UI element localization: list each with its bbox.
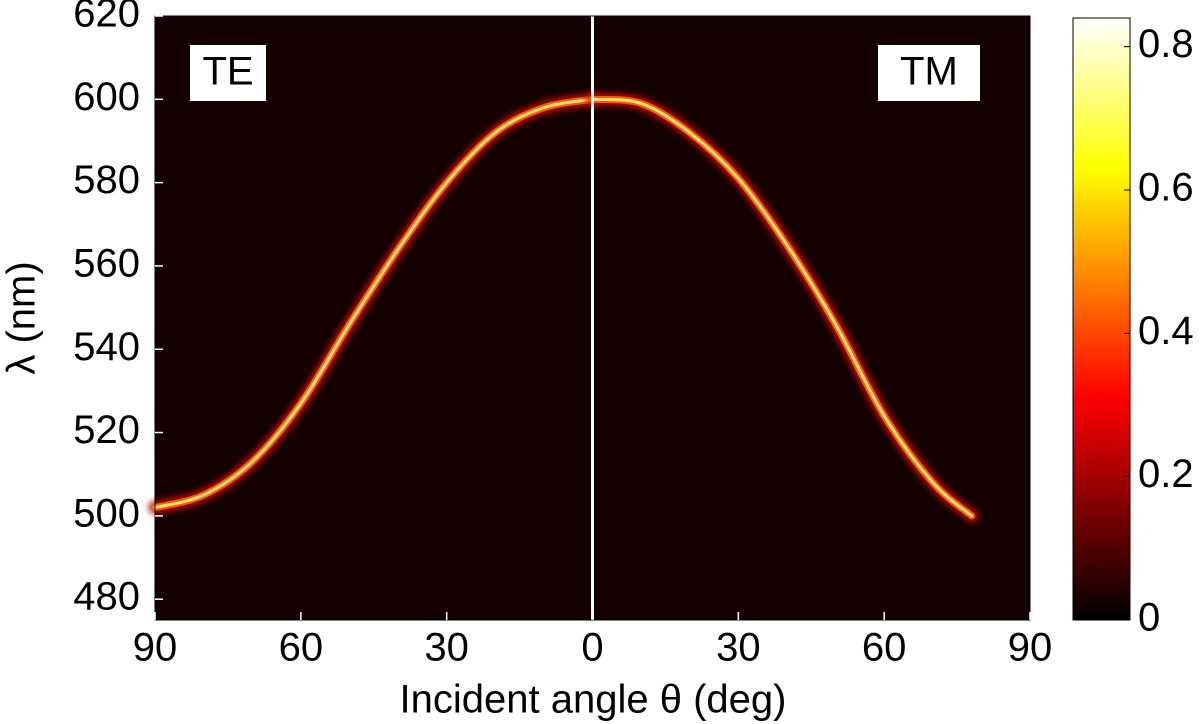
colorbar-tick-label: 0.4 bbox=[1138, 309, 1194, 353]
y-axis-label: λ (nm) bbox=[0, 261, 44, 374]
series-label: TE bbox=[202, 50, 253, 94]
colorbar-tick-label: 0 bbox=[1138, 596, 1160, 640]
x-tick-label: 90 bbox=[1008, 626, 1053, 670]
x-tick-label: 60 bbox=[279, 626, 324, 670]
x-tick-label: 30 bbox=[424, 626, 469, 670]
y-tick-label: 520 bbox=[73, 408, 140, 452]
y-tick-label: 540 bbox=[73, 325, 140, 369]
series-label-box bbox=[190, 45, 266, 101]
curve bbox=[153, 97, 594, 510]
x-axis-label: Incident angle θ (deg) bbox=[400, 678, 787, 722]
y-tick-label: 480 bbox=[73, 575, 140, 619]
series-label-box bbox=[878, 45, 980, 101]
x-tick-label: 30 bbox=[716, 626, 761, 670]
x-tick-label: 0 bbox=[581, 626, 603, 670]
x-tick-label: 60 bbox=[862, 626, 907, 670]
x-tick-label: 90 bbox=[133, 626, 178, 670]
y-tick-label: 580 bbox=[73, 158, 140, 202]
colorbar-tick-label: 0.8 bbox=[1138, 22, 1194, 66]
curve bbox=[591, 97, 974, 518]
y-tick-label: 600 bbox=[73, 75, 140, 119]
y-tick-label: 500 bbox=[73, 491, 140, 535]
colorbar-tick-label: 0.6 bbox=[1138, 166, 1194, 210]
series-label: TM bbox=[900, 50, 958, 94]
y-tick-label: 620 bbox=[73, 0, 140, 36]
colorbar-tick-label: 0.2 bbox=[1138, 452, 1194, 496]
colorbar bbox=[1072, 17, 1131, 621]
y-tick-label: 560 bbox=[73, 241, 140, 285]
